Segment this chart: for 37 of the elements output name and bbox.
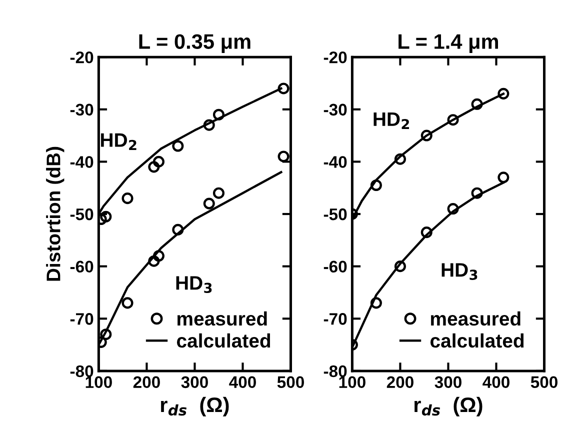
y-tick-label: -30 xyxy=(70,104,94,116)
x-tick-label: 200 xyxy=(133,376,160,388)
chart-title: L = 1.4 μm xyxy=(398,34,498,53)
x-tick-label: 200 xyxy=(386,376,414,388)
x-tick-label: 500 xyxy=(530,376,558,388)
y-tick-label: -80 xyxy=(324,365,347,378)
x-tick-label: 400 xyxy=(229,376,256,388)
x-tick-label: 300 xyxy=(434,376,462,388)
legend-label: calculated xyxy=(430,333,524,348)
y-tick-label: -60 xyxy=(324,260,347,273)
y-tick-label: -40 xyxy=(324,156,347,168)
x-tick-label: 300 xyxy=(181,376,208,388)
y-tick-label: -70 xyxy=(324,313,347,325)
legend-label: measured xyxy=(177,311,267,326)
legend-label: calculated xyxy=(176,333,270,348)
x-axis-title: r$_{ds}$ (Ω) xyxy=(160,396,229,416)
x-axis-title: r$_{ds}$ (Ω) xyxy=(414,396,482,416)
y-tick-label: -20 xyxy=(324,51,347,64)
y-tick-label: -70 xyxy=(70,313,94,325)
y-tick-label: -80 xyxy=(70,365,94,378)
y-tick-label: -40 xyxy=(70,156,94,168)
annotation: HD$_{3}$ xyxy=(442,263,478,280)
chart-title: L = 0.35 μm xyxy=(139,34,250,53)
annotation: HD$_{2}$ xyxy=(101,133,136,150)
annotation: HD$_{3}$ xyxy=(176,276,212,294)
x-tick-label: 500 xyxy=(277,376,304,388)
y-tick-label: -50 xyxy=(70,208,94,220)
x-tick-label: 100 xyxy=(339,376,366,388)
annotation: HD$_{2}$ xyxy=(374,112,409,130)
y-tick-label: -20 xyxy=(70,51,94,64)
x-tick-label: 100 xyxy=(86,376,112,388)
legend-label: measured xyxy=(431,311,520,326)
y-tick-label: -60 xyxy=(70,260,94,273)
y-tick-label: -30 xyxy=(324,104,347,116)
y-axis-title: Distortion (dB) xyxy=(46,146,64,281)
y-tick-label: -50 xyxy=(324,208,347,220)
x-tick-label: 400 xyxy=(482,376,510,388)
